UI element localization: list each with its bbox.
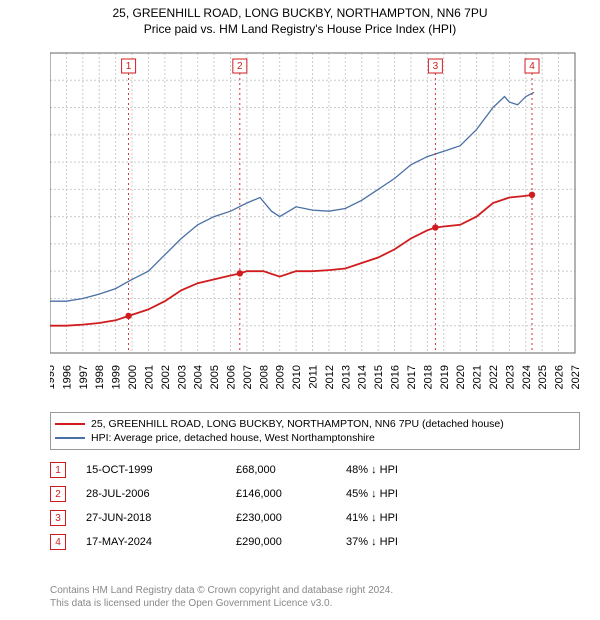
svg-text:2027: 2027: [570, 365, 580, 389]
footer-line2: This data is licensed under the Open Gov…: [50, 597, 393, 610]
svg-text:2019: 2019: [439, 365, 451, 389]
title-block: 25, GREENHILL ROAD, LONG BUCKBY, NORTHAM…: [0, 0, 600, 36]
sale-date: 15-OCT-1999: [86, 464, 236, 476]
svg-text:2012: 2012: [324, 365, 336, 389]
title-address: 25, GREENHILL ROAD, LONG BUCKBY, NORTHAM…: [0, 6, 600, 20]
legend-label-property: 25, GREENHILL ROAD, LONG BUCKBY, NORTHAM…: [91, 418, 504, 430]
svg-text:2007: 2007: [242, 365, 254, 389]
svg-text:2006: 2006: [225, 365, 237, 389]
svg-text:2004: 2004: [193, 365, 205, 389]
svg-text:2010: 2010: [291, 365, 303, 389]
footer-line1: Contains HM Land Registry data © Crown c…: [50, 584, 393, 597]
sale-marker-3: 3: [50, 510, 66, 526]
sale-marker-4: 4: [50, 534, 66, 550]
svg-text:2003: 2003: [176, 365, 188, 389]
svg-text:2021: 2021: [472, 365, 484, 389]
chart-container: 25, GREENHILL ROAD, LONG BUCKBY, NORTHAM…: [0, 0, 600, 620]
svg-text:4: 4: [529, 61, 535, 72]
sale-date: 17-MAY-2024: [86, 536, 236, 548]
svg-text:2024: 2024: [521, 365, 533, 389]
svg-text:2014: 2014: [357, 365, 369, 389]
svg-text:2026: 2026: [554, 365, 566, 389]
svg-text:2017: 2017: [406, 365, 418, 389]
svg-text:2000: 2000: [127, 365, 139, 389]
svg-text:1999: 1999: [111, 365, 123, 389]
legend-swatch-property: [55, 423, 85, 425]
sale-price: £230,000: [236, 512, 346, 524]
svg-text:2013: 2013: [340, 365, 352, 389]
svg-text:2023: 2023: [504, 365, 516, 389]
sale-date: 27-JUN-2018: [86, 512, 236, 524]
sale-marker-1: 1: [50, 462, 66, 478]
chart-svg: £0£50K£100K£150K£200K£250K£300K£350K£400…: [50, 48, 580, 418]
sale-diff: 41% ↓ HPI: [346, 512, 456, 524]
svg-text:2020: 2020: [455, 365, 467, 389]
sales-row: 4 17-MAY-2024 £290,000 37% ↓ HPI: [50, 530, 570, 554]
footer-attribution: Contains HM Land Registry data © Crown c…: [50, 584, 393, 610]
legend-box: 25, GREENHILL ROAD, LONG BUCKBY, NORTHAM…: [50, 412, 580, 450]
sales-row: 2 28-JUL-2006 £146,000 45% ↓ HPI: [50, 482, 570, 506]
sale-diff: 45% ↓ HPI: [346, 488, 456, 500]
svg-text:2016: 2016: [390, 365, 402, 389]
svg-text:2008: 2008: [258, 365, 270, 389]
svg-text:2025: 2025: [537, 365, 549, 389]
legend-swatch-hpi: [55, 437, 85, 439]
svg-text:2: 2: [237, 61, 243, 72]
sale-date: 28-JUL-2006: [86, 488, 236, 500]
title-subtitle: Price paid vs. HM Land Registry's House …: [0, 22, 600, 36]
svg-text:2015: 2015: [373, 365, 385, 389]
sale-price: £146,000: [236, 488, 346, 500]
sale-price: £290,000: [236, 536, 346, 548]
svg-text:2001: 2001: [143, 365, 155, 389]
legend-label-hpi: HPI: Average price, detached house, West…: [91, 432, 375, 444]
svg-text:2005: 2005: [209, 365, 221, 389]
sale-diff: 37% ↓ HPI: [346, 536, 456, 548]
sale-marker-2: 2: [50, 486, 66, 502]
legend-item-property: 25, GREENHILL ROAD, LONG BUCKBY, NORTHAM…: [55, 417, 575, 431]
sale-price: £68,000: [236, 464, 346, 476]
svg-text:3: 3: [433, 61, 439, 72]
sales-row: 1 15-OCT-1999 £68,000 48% ↓ HPI: [50, 458, 570, 482]
svg-text:1998: 1998: [94, 365, 106, 389]
svg-text:2009: 2009: [275, 365, 287, 389]
svg-text:2011: 2011: [308, 365, 320, 389]
sales-row: 3 27-JUN-2018 £230,000 41% ↓ HPI: [50, 506, 570, 530]
sale-diff: 48% ↓ HPI: [346, 464, 456, 476]
svg-text:2022: 2022: [488, 365, 500, 389]
svg-text:2018: 2018: [422, 365, 434, 389]
chart-area: £0£50K£100K£150K£200K£250K£300K£350K£400…: [50, 48, 580, 398]
svg-text:2002: 2002: [160, 365, 172, 389]
svg-text:1: 1: [126, 61, 132, 72]
svg-text:1996: 1996: [61, 365, 73, 389]
legend-item-hpi: HPI: Average price, detached house, West…: [55, 431, 575, 445]
sales-table: 1 15-OCT-1999 £68,000 48% ↓ HPI 2 28-JUL…: [50, 458, 570, 554]
svg-text:1997: 1997: [78, 365, 90, 389]
svg-text:1995: 1995: [50, 365, 57, 389]
